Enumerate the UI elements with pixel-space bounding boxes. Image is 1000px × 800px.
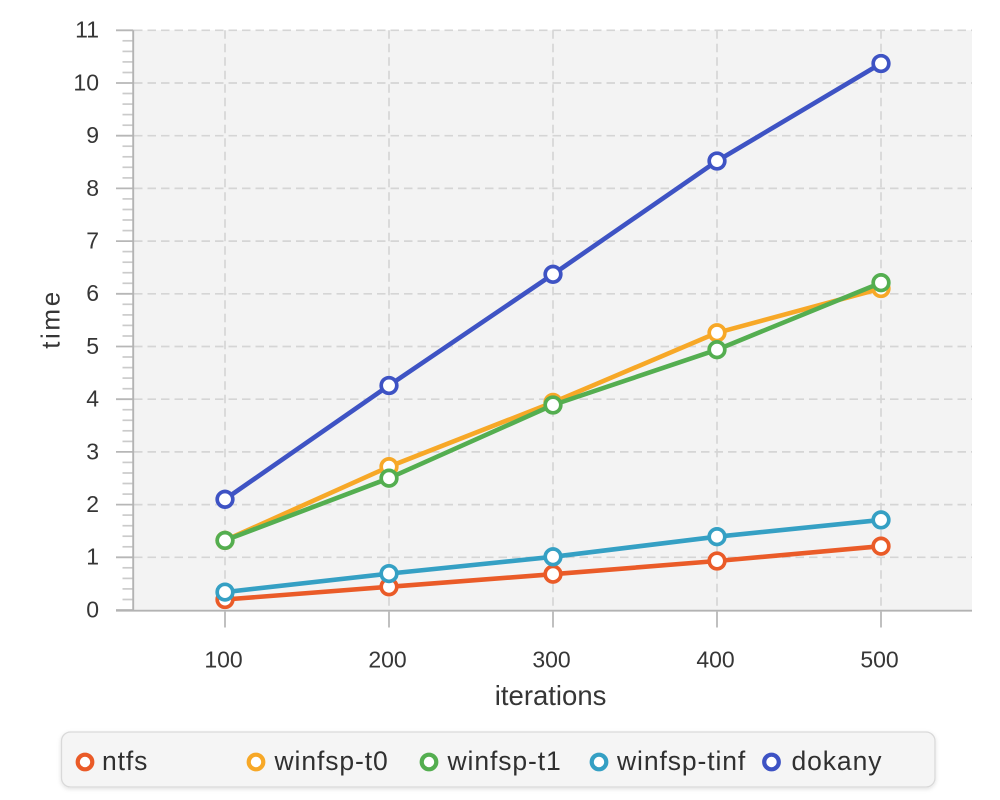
svg-text:5: 5 — [86, 333, 99, 359]
svg-text:winfsp-tinf: winfsp-tinf — [616, 746, 746, 776]
svg-text:11: 11 — [75, 17, 99, 43]
svg-text:0: 0 — [86, 596, 99, 622]
svg-text:ntfs: ntfs — [102, 746, 148, 776]
svg-text:500: 500 — [860, 647, 898, 673]
svg-text:200: 200 — [368, 647, 406, 673]
svg-text:3: 3 — [86, 438, 99, 464]
svg-text:time: time — [36, 289, 66, 349]
svg-text:dokany: dokany — [792, 746, 883, 776]
svg-text:300: 300 — [532, 647, 570, 673]
svg-text:9: 9 — [86, 122, 99, 148]
svg-text:4: 4 — [86, 386, 99, 412]
svg-text:winfsp-t1: winfsp-t1 — [447, 746, 562, 776]
svg-text:6: 6 — [86, 280, 99, 306]
svg-text:iterations: iterations — [495, 680, 607, 711]
svg-text:400: 400 — [696, 647, 734, 673]
svg-text:10: 10 — [73, 69, 99, 95]
svg-text:winfsp-t0: winfsp-t0 — [274, 746, 389, 776]
svg-text:8: 8 — [86, 175, 99, 201]
svg-text:7: 7 — [86, 228, 99, 254]
svg-text:100: 100 — [204, 647, 242, 673]
svg-text:1: 1 — [86, 544, 99, 570]
svg-text:2: 2 — [86, 491, 99, 517]
